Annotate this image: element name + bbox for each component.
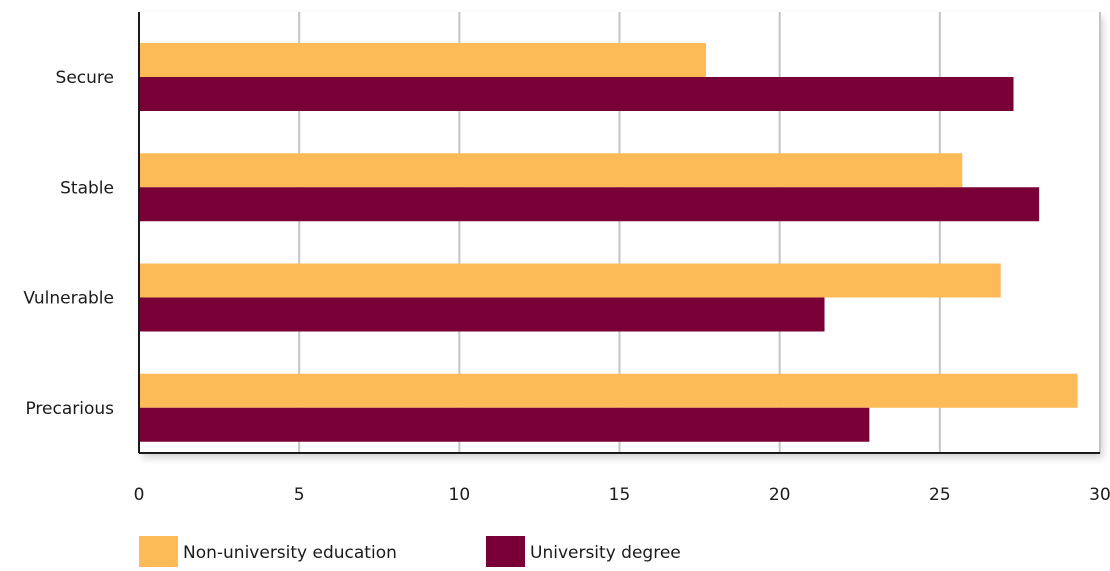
x-tick-label: 10 — [449, 485, 471, 505]
x-tick-label: 15 — [609, 485, 631, 505]
bar-non-university-stable — [139, 153, 963, 188]
x-tick-label: 25 — [929, 485, 951, 505]
x-tick-label: 5 — [294, 485, 305, 505]
legend-label: University degree — [530, 543, 681, 563]
x-tick-label: 30 — [1089, 485, 1110, 505]
bar-university-secure — [139, 77, 1014, 111]
category-label: Vulnerable — [23, 289, 114, 309]
bar-non-university-secure — [139, 43, 706, 77]
bar-university-vulnerable — [139, 297, 825, 332]
bar-university-stable — [139, 187, 1040, 222]
legend-swatch — [139, 536, 178, 568]
category-label: Precarious — [25, 399, 114, 419]
legend-label: Non-university education — [183, 543, 397, 563]
category-label: Stable — [60, 178, 114, 198]
legend-swatch — [486, 536, 525, 568]
x-tick-label: 20 — [769, 485, 791, 505]
bar-non-university-vulnerable — [139, 263, 1001, 298]
bar-university-precarious — [139, 407, 870, 442]
x-tick-label: 0 — [134, 485, 145, 505]
bar-non-university-precarious — [139, 373, 1078, 408]
category-label: Secure — [56, 68, 114, 88]
